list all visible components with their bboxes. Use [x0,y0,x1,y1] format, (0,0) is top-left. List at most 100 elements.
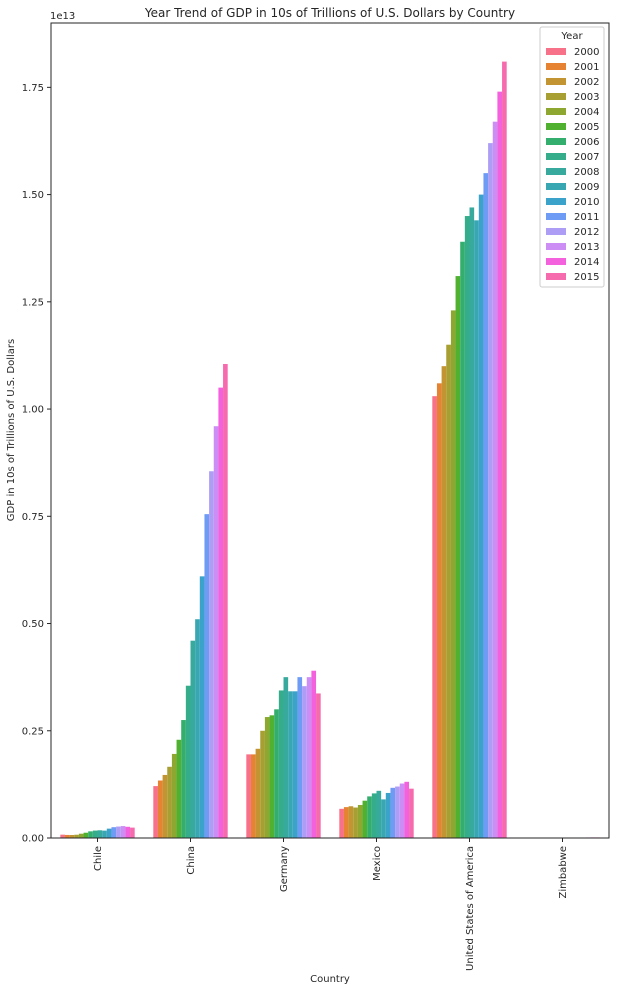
bar-mexico-2002 [348,806,354,838]
y-tick-label: 0.50 [22,619,44,630]
legend-label-2005: 2005 [574,122,599,133]
x-tick-label: Germany [279,846,290,892]
bar-united-states-of-america-2015 [502,61,507,839]
bar-united-states-of-america-2001 [436,383,442,838]
bar-china-2015 [223,364,228,838]
bar-united-states-of-america-2002 [441,366,447,838]
bar-chile-2004 [78,833,84,838]
bar-mexico-2003 [353,807,358,838]
bar-germany-2007 [278,690,284,838]
bar-chile-2000 [60,834,65,838]
bar-germany-2003 [260,730,265,838]
bar-germany-2010 [292,691,298,838]
y-ticks-group: 0.00 0.25 0.50 0.75 1.00 1.25 1.50 1.75 [22,83,51,845]
bar-china-2008 [190,640,196,838]
bar-germany-2004 [264,717,270,838]
bar-chile-2003 [74,834,79,838]
plot-frame [50,22,610,839]
legend-label-2014: 2014 [574,257,599,268]
bar-mexico-2015 [409,788,414,838]
x-tick-label: Chile [93,846,104,871]
legend-label-2012: 2012 [574,227,599,238]
bar-united-states-of-america-2006 [460,241,465,838]
bars-group [60,61,600,839]
bar-chile-2014 [125,826,131,838]
bar-mexico-2004 [357,804,363,838]
bar-united-states-of-america-2008 [469,207,475,838]
bar-germany-2013 [306,677,312,838]
bar-united-states-of-america-2000 [432,396,437,838]
bar-china-2000 [153,786,158,838]
bar-china-2011 [204,514,210,838]
legend-label-2003: 2003 [574,92,599,103]
bar-germany-2012 [302,686,307,838]
legend-label-2008: 2008 [574,167,599,178]
bar-china-2013 [213,426,219,838]
bar-chile-2012 [116,826,121,838]
bar-chile-2010 [106,828,112,838]
y-axis-title: GDP in 10s of Trillions of U.S. Dollars [6,339,17,521]
legend-title: Year [560,31,583,42]
legend-label-2002: 2002 [574,77,599,88]
bar-united-states-of-america-2004 [450,310,456,838]
legend-label-2015: 2015 [574,272,599,283]
legend-label-2007: 2007 [574,152,599,163]
bar-mexico-2008 [376,790,382,838]
x-tick-label: United States of America [465,846,476,971]
bar-chile-2011 [111,827,117,838]
y-tick-label: 1.50 [22,190,44,201]
y-tick-label: 0.75 [22,512,44,523]
bar-mexico-2014 [404,781,410,838]
legend-swatch-2007 [546,153,566,160]
bar-china-2009 [195,619,200,838]
bar-united-states-of-america-2009 [474,220,479,838]
bar-mexico-2010 [385,792,391,838]
legend-swatch-2005 [546,123,566,130]
bar-united-states-of-america-2014 [497,91,503,838]
bar-mexico-2012 [395,786,400,838]
bar-united-states-of-america-2003 [446,344,451,838]
legend-label-2011: 2011 [574,212,599,223]
bar-china-2014 [218,387,224,838]
bar-mexico-2005 [362,800,368,838]
bar-germany-2006 [274,709,279,838]
legend-swatch-2011 [546,213,566,220]
bar-mexico-2006 [367,796,372,838]
legend-swatch-2013 [546,243,566,250]
y-axis-offset-label: 1e13 [50,11,75,22]
bar-mexico-2000 [339,808,344,838]
bar-united-states-of-america-2010 [478,194,484,838]
bar-united-states-of-america-2011 [483,173,489,838]
legend-swatch-2014 [546,258,566,265]
x-tick-label: Mexico [372,846,383,881]
bar-germany-2011 [297,677,303,838]
bar-united-states-of-america-2007 [464,216,470,838]
bar-germany-2000 [246,754,251,838]
legend-label-2001: 2001 [574,62,599,73]
legend-swatch-2009 [546,183,566,190]
legend-label-2010: 2010 [574,197,599,208]
bar-china-2012 [209,471,214,838]
axes-frame [50,22,610,839]
bar-china-2006 [181,720,186,838]
bar-mexico-2001 [343,807,349,838]
bar-mexico-2011 [390,787,396,838]
legend-swatch-2006 [546,138,566,145]
legend-swatch-2003 [546,93,566,100]
bar-germany-2015 [316,693,321,838]
legend-swatch-2001 [546,63,566,70]
bar-germany-2002 [255,748,261,838]
bar-chile-2005 [83,832,89,838]
legend-label-2009: 2009 [574,182,599,193]
chart-title: Year Trend of GDP in 10s of Trillions of… [144,6,515,20]
bar-chile-2008 [97,830,103,838]
x-tick-label: Zimbabwe [558,846,569,899]
legend-swatch-2008 [546,168,566,175]
bar-china-2002 [162,774,168,838]
bar-chile-2006 [88,831,93,838]
legend-box [539,26,605,288]
bar-china-2010 [199,576,205,838]
bar-china-2005 [176,739,182,838]
bar-germany-2014 [311,670,317,838]
